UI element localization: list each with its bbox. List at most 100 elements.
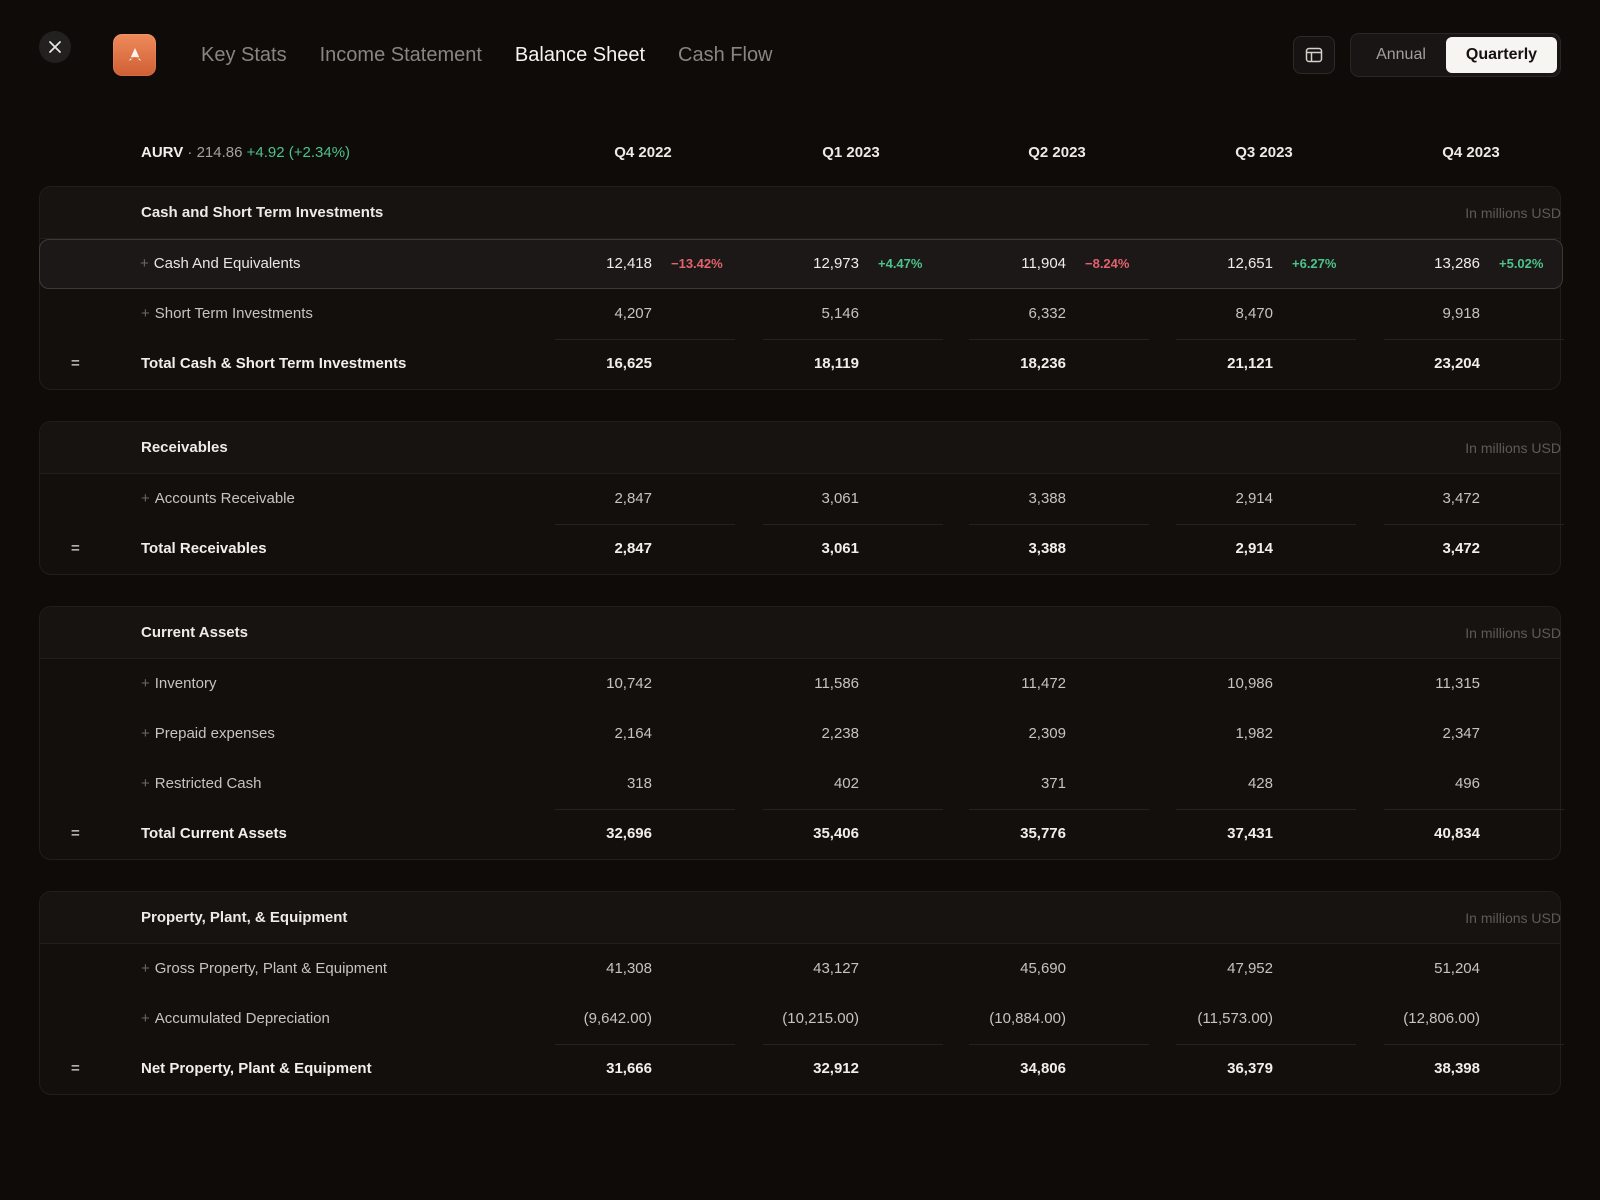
cell-value: 10,742 — [606, 675, 652, 692]
cell-value: 43,127 — [813, 960, 859, 977]
row-label: + Gross Property, Plant & Equipment — [141, 960, 387, 977]
row-label: Total Current Assets — [141, 825, 287, 842]
tab-cash-flow[interactable]: Cash Flow — [678, 44, 773, 66]
layout-toggle-button[interactable] — [1293, 36, 1335, 74]
table-row[interactable]: + Restricted Cash 318 402 371 428 496 — [40, 759, 1560, 809]
row-label-text: Total Cash & Short Term Investments — [141, 355, 407, 372]
table-row[interactable]: + Accumulated Depreciation (9,642.00) (10,2… — [40, 994, 1560, 1044]
total-separator — [763, 809, 943, 810]
cell-change-percent: −8.24% — [1085, 256, 1130, 271]
cell-value: 13,286 — [1434, 255, 1480, 272]
row-label: Total Cash & Short Term Investments — [141, 355, 406, 372]
section-receivables: Receivables In millions USD + Accounts Rece… — [39, 421, 1564, 575]
tab-income-statement[interactable]: Income Statement — [319, 44, 482, 66]
cell-value: 3,472 — [1442, 490, 1480, 507]
cell-value: 12,651 — [1227, 255, 1273, 272]
period-toggle: Annual Quarterly — [1350, 33, 1561, 77]
table-row[interactable]: + Short Term Investments 4,207 5,146 6,332 8,… — [40, 289, 1560, 339]
period-annual-option[interactable]: Annual — [1376, 46, 1426, 63]
total-row: = Net Property, Plant & Equipment 31,666 32… — [40, 1044, 1564, 1094]
cell-value: 32,912 — [813, 1060, 859, 1077]
cell-value: 18,119 — [813, 355, 859, 372]
total-row: = Total Receivables 2,847 3,061 3,388 2,914 3,… — [40, 524, 1564, 574]
cell-value: 35,406 — [813, 825, 859, 842]
row-label: + Accumulated Depreciation — [141, 1010, 330, 1027]
row-label: Net Property, Plant & Equipment — [141, 1060, 372, 1077]
plus-icon: + — [141, 725, 150, 742]
cell-value: 45,690 — [1020, 960, 1066, 977]
cell-value: 3,388 — [1028, 490, 1066, 507]
column-header-q2-2023: Q2 2023 — [1028, 144, 1086, 161]
section-title: Current Assets — [141, 624, 248, 641]
row-label-text: Net Property, Plant & Equipment — [141, 1060, 372, 1077]
cell-value: 402 — [833, 775, 859, 792]
cell-value: 37,431 — [1227, 825, 1273, 842]
ticker-summary: AURV · 214.86 +4.92 (+2.34%) — [141, 144, 350, 161]
equals-symbol: = — [71, 825, 80, 842]
cell-value: 3,388 — [1028, 540, 1066, 557]
cell-value: 38,398 — [1434, 1060, 1480, 1077]
plus-icon: + — [141, 675, 150, 692]
cell-value: 496 — [1454, 775, 1480, 792]
app-logo — [113, 34, 156, 76]
total-separator — [1384, 1044, 1564, 1045]
cell-change-percent: +4.47% — [878, 256, 923, 271]
plus-icon: + — [140, 255, 149, 272]
total-separator — [1384, 524, 1564, 525]
cell-value: 41,308 — [606, 960, 652, 977]
total-separator — [969, 339, 1149, 340]
period-quarterly-option[interactable]: Quarterly — [1446, 37, 1557, 73]
row-label-text: Prepaid expenses — [154, 725, 275, 742]
cell-value: 2,347 — [1442, 725, 1480, 742]
cell-value: 2,847 — [614, 490, 652, 507]
cell-value: 11,586 — [814, 675, 859, 692]
row-label-text: Total Current Assets — [141, 825, 287, 842]
table-row[interactable]: + Gross Property, Plant & Equipment 41,308… — [40, 944, 1560, 994]
cell-value: 12,973 — [813, 255, 859, 272]
row-label-text: Cash And Equivalents — [153, 255, 301, 272]
section-header: Current Assets In millions USD — [40, 607, 1561, 659]
cell-value: 2,164 — [614, 725, 652, 742]
row-label: + Short Term Investments — [141, 305, 313, 322]
ticker-symbol: AURV — [141, 144, 184, 161]
close-button[interactable] — [39, 31, 71, 63]
total-separator — [555, 1044, 735, 1045]
row-label: Total Receivables — [141, 540, 267, 557]
cell-value: 318 — [626, 775, 652, 792]
total-separator — [555, 809, 735, 810]
total-separator — [969, 809, 1149, 810]
table-row[interactable]: + Inventory 10,742 11,586 11,472 10,986 11,315 — [40, 659, 1560, 709]
cell-change-percent: −13.42% — [671, 256, 723, 271]
plus-icon: + — [141, 305, 150, 322]
section-header: Cash and Short Term Investments In millio… — [40, 187, 1561, 239]
row-label-text: Restricted Cash — [154, 775, 262, 792]
table-row[interactable]: + Prepaid expenses 2,164 2,238 2,309 1,982 2,3… — [40, 709, 1560, 759]
cell-value: (11,573.00) — [1197, 1010, 1273, 1027]
table-row[interactable]: + Cash And Equivalents 12,418 12,973 11,904 1… — [39, 239, 1563, 289]
cell-value: 18,236 — [1020, 355, 1066, 372]
cell-value: 1,982 — [1235, 725, 1273, 742]
tab-balance-sheet[interactable]: Balance Sheet — [514, 44, 646, 66]
section-header: Receivables In millions USD — [40, 422, 1561, 474]
unit-label: In millions USD — [1465, 625, 1561, 641]
tab-key-stats[interactable]: Key Stats — [201, 44, 287, 66]
ticker-price: 214.86 — [196, 144, 243, 161]
cell-change-percent: +5.02% — [1499, 256, 1544, 271]
cell-value: 2,309 — [1028, 725, 1066, 742]
cell-value: 34,806 — [1020, 1060, 1066, 1077]
plus-icon: + — [141, 960, 150, 977]
total-separator — [1384, 339, 1564, 340]
cell-value: 6,332 — [1028, 305, 1066, 322]
table-row[interactable]: + Accounts Receivable 2,847 3,061 3,388 2,914… — [40, 474, 1560, 524]
cell-value: 32,696 — [606, 825, 652, 842]
layout-icon — [1305, 47, 1323, 63]
cell-value: 11,315 — [1435, 675, 1480, 692]
total-separator — [1176, 339, 1356, 340]
ticker-change: +4.92 (+2.34%) — [246, 144, 351, 161]
cell-value: 5,146 — [821, 305, 859, 322]
cell-value: (12,806.00) — [1403, 1010, 1480, 1027]
plus-icon: + — [141, 490, 150, 507]
total-separator — [969, 524, 1149, 525]
section-property-plant-equipment: Property, Plant, & Equipment In millions … — [39, 891, 1564, 1095]
total-separator — [555, 524, 735, 525]
